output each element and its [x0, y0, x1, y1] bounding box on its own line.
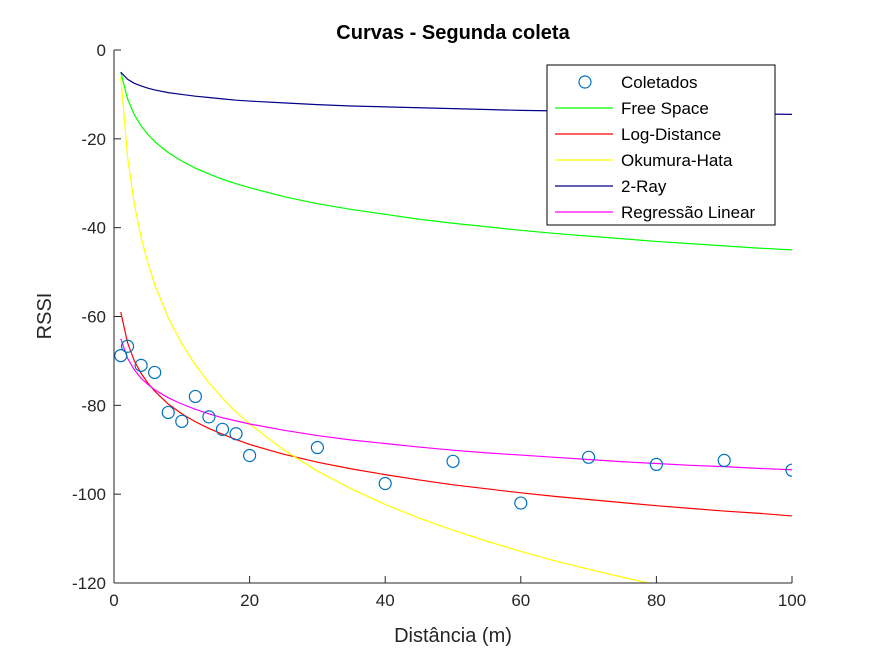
legend-item-log-distance: Log-Distance: [555, 125, 721, 144]
data-point-coletados: [378, 476, 392, 491]
y-tick-label: -100: [72, 485, 106, 504]
x-tick-label: 60: [511, 591, 530, 610]
legend-label: Free Space: [621, 99, 709, 118]
legend-label: Log-Distance: [621, 125, 721, 144]
legend-items: Coletados Free Space Log-Distance Okumura-H…: [555, 73, 756, 222]
x-tick-label: 80: [647, 591, 666, 610]
y-tick-label: -40: [81, 219, 106, 238]
y-tick-label: -60: [81, 308, 106, 327]
legend-label: Coletados: [621, 73, 698, 92]
legend-marker: [578, 75, 592, 89]
legend-item-2-ray: 2-Ray: [555, 177, 667, 196]
chart-title: Curvas - Segunda coleta: [336, 22, 570, 44]
data-point-coletados: [446, 454, 460, 468]
data-point-coletados: [215, 422, 230, 436]
legend-label: Okumura-Hata: [621, 151, 733, 170]
data-point-coletados: [120, 339, 135, 353]
data-point-coletados: [229, 427, 243, 441]
x-tick-label: 100: [778, 591, 806, 610]
data-point-coletados: [188, 389, 202, 404]
y-tick-label: -80: [81, 396, 106, 415]
series-line-free-space: [120, 72, 792, 251]
legend-label: 2-Ray: [621, 177, 667, 196]
data-point-coletados: [175, 414, 189, 428]
legend-item-free-space: Free Space: [555, 99, 709, 118]
legend-box: [546, 64, 776, 226]
data-point-coletados: [581, 450, 596, 464]
x-axis-label: Distância (m): [394, 625, 512, 647]
data-point-coletados: [114, 348, 128, 363]
data-point-coletados: [148, 365, 162, 380]
x-tick-label: 0: [109, 591, 118, 610]
legend: Coletados Free Space Log-Distance Okumura-H…: [546, 64, 776, 226]
legend-label: Regressão Linear: [621, 203, 756, 222]
data-point-coletados: [514, 496, 528, 510]
x-tick-label: 40: [376, 591, 395, 610]
legend-item-regressao-linear: Regressão Linear: [555, 203, 756, 222]
data-point-coletados: [161, 405, 175, 420]
data-point-coletados: [310, 440, 324, 455]
data-point-coletados: [717, 453, 731, 468]
data-point-coletados: [785, 463, 792, 477]
data-point-coletados: [243, 448, 257, 463]
data-point-coletados: [134, 358, 148, 372]
data-point-coletados: [649, 457, 664, 472]
series-line-okumura-hata: [120, 76, 652, 583]
y-axis-label: RSSI: [34, 293, 56, 340]
ticks-layer: 0 20 40 60 80 100 0 -20 -40 -60 -80 -100 -120: [72, 41, 806, 610]
data-point-coletados: [202, 410, 216, 424]
y-tick-label: -120: [72, 574, 106, 593]
legend-item-coletados: Coletados: [578, 73, 698, 92]
y-tick-label: 0: [97, 41, 106, 60]
y-tick-label: -20: [81, 130, 106, 149]
series-line-regressao-linear: [120, 338, 792, 471]
x-tick-label: 20: [240, 591, 259, 610]
legend-item-okumura-hata: Okumura-Hata: [555, 151, 733, 170]
